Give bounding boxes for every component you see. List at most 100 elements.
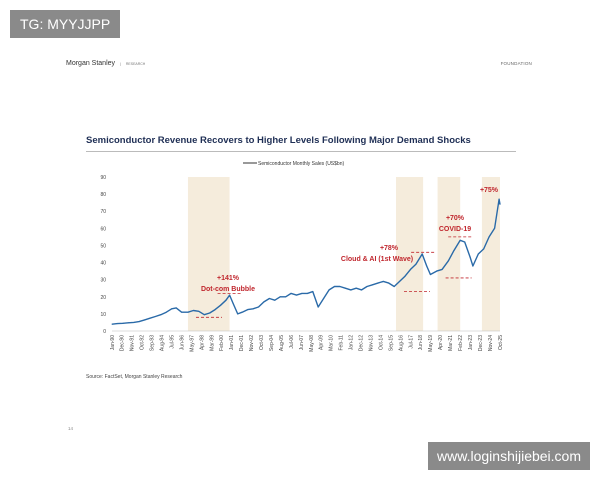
data-point [149,317,151,319]
data-point [274,299,276,301]
data-point [279,296,281,298]
data-point [175,307,177,309]
data-point [301,292,303,294]
data-point [344,287,346,289]
data-point [268,297,270,299]
data-point [464,241,466,243]
data-point [453,250,455,252]
x-tick-label: May-08 [309,335,315,352]
annotation-label: COVID-19 [439,226,471,233]
data-point [209,312,211,314]
data-point [366,286,368,288]
x-tick-label: Jan-90 [110,335,116,351]
annotation-change: +75% [480,187,499,194]
data-point [371,284,373,286]
data-point [441,268,443,270]
data-point [388,282,390,284]
x-tick-label: Aug-05 [279,335,285,351]
data-point [404,275,406,277]
data-point [499,203,501,205]
shaded-period [395,177,424,331]
annotation-change: +78% [380,245,399,252]
x-tick-label: Sep-15 [388,335,394,351]
data-point [225,299,227,301]
x-tick-label: Oct-14 [378,335,384,350]
chart-title: Semiconductor Revenue Recovers to Higher… [86,135,471,146]
data-point [382,280,384,282]
x-tick-label: Aug-16 [398,335,404,351]
data-point [436,270,438,272]
data-point [263,301,265,303]
x-tick-label: Apr-09 [319,335,325,350]
data-point [306,292,308,294]
data-point [361,289,363,291]
page-number: 14 [68,426,74,431]
x-tick-label: Mar-21 [448,335,454,351]
data-point [203,314,205,316]
x-tick-label: Aug-94 [160,335,166,351]
data-point [144,319,146,321]
data-point [421,253,423,255]
y-tick-label: 50 [100,243,106,249]
data-point [154,315,156,317]
x-tick-label: Apr-20 [438,335,444,350]
data-point [469,256,471,258]
data-point [122,322,124,324]
x-tick-label: Mar-99 [209,335,215,351]
data-point [377,282,379,284]
data-point [483,248,485,250]
data-point [447,260,449,262]
title-divider [86,151,516,152]
data-point [317,306,319,308]
data-point [252,308,254,310]
legend-label: Semiconductor Monthly Sales (US$bn) [258,161,344,167]
x-tick-label: Dec-12 [359,335,365,351]
data-point [181,311,183,313]
data-point [426,265,428,267]
data-point [290,292,292,294]
data-point [285,296,287,298]
shaded-period [437,177,461,331]
y-tick-label: 10 [100,312,106,318]
x-tick-label: Jun-96 [179,335,185,351]
x-tick-label: Oct-92 [140,335,146,350]
x-tick-label: Dec-90 [120,335,126,351]
y-tick-label: 80 [100,192,106,198]
data-point [258,306,260,308]
x-tick-label: May-19 [428,335,434,352]
data-point [214,309,216,311]
x-tick-label: Feb-00 [219,335,225,351]
watermark-top-left: TG: MYYJJPP [10,10,121,38]
brand-logo: Morgan Stanley | RESEARCH [66,60,146,67]
shaded-period [481,177,500,331]
data-point [409,268,411,270]
x-tick-label: Nov-02 [249,335,255,351]
data-point [323,297,325,299]
x-tick-label: Jul-17 [408,335,414,349]
data-point [116,323,118,325]
annotation-label: Dot-com Bubble [201,286,255,293]
data-point [171,308,173,310]
x-tick-label: Apr-98 [199,335,205,350]
data-point [247,309,249,311]
x-tick-label: Nov-13 [368,335,374,351]
data-point [187,311,189,313]
y-tick-label: 30 [100,278,106,284]
x-tick-label: Jan-23 [468,335,474,351]
data-point [237,313,239,315]
y-tick-label: 20 [100,295,106,301]
data-point [220,304,222,306]
data-point [415,263,417,265]
header-right-label: FOUNDATION [500,61,532,66]
x-tick-label: Nov-24 [488,335,494,351]
x-tick-label: Dec-23 [478,335,484,351]
data-point [241,311,243,313]
data-point [350,289,352,291]
data-point [459,239,461,241]
x-tick-label: Feb-22 [458,335,464,351]
data-point [339,286,341,288]
data-point [393,286,395,288]
data-point [296,294,298,296]
annotation-label: Cloud & AI (1st Wave) [341,256,413,263]
data-point [198,310,200,312]
